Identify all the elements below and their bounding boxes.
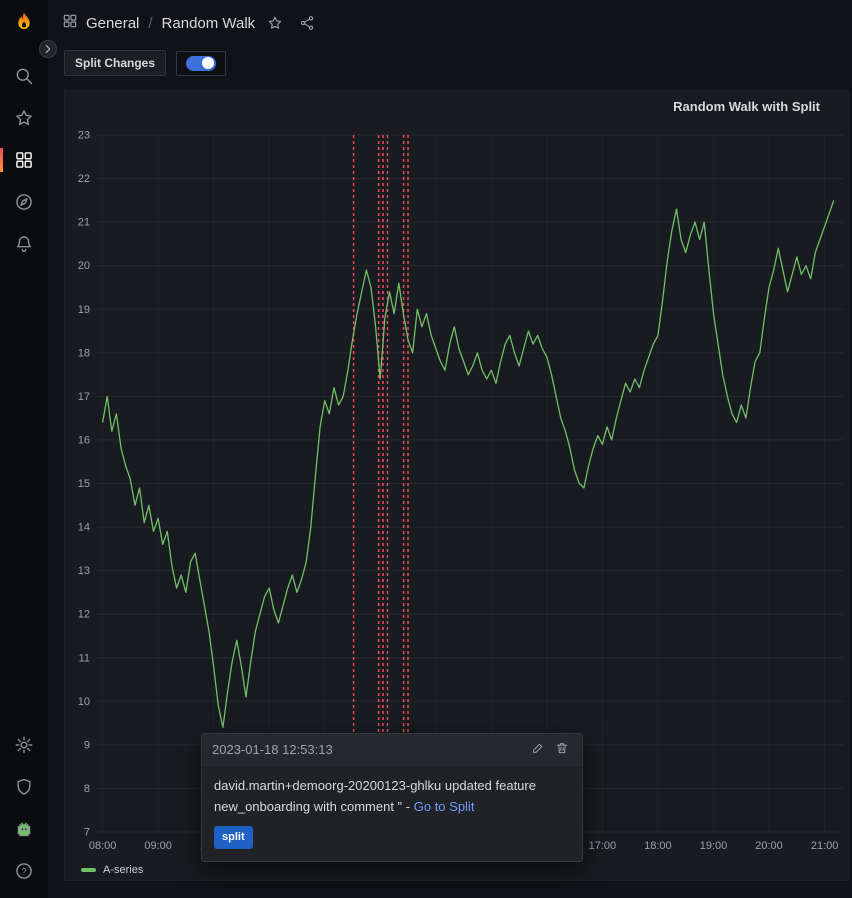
svg-text:23: 23 (78, 130, 90, 142)
annotation-tags: split (214, 825, 570, 850)
breadcrumb-folder[interactable]: General (86, 14, 140, 32)
panel-title[interactable]: Random Walk with Split (673, 99, 820, 114)
svg-text:8: 8 (84, 783, 90, 795)
sidebar: ? (0, 0, 57, 898)
annotation-tooltip: 2023-01-18 12:53:13 david.martin+demoorg… (201, 733, 583, 863)
svg-text:19: 19 (78, 304, 90, 316)
svg-text:12: 12 (78, 609, 90, 621)
dashboard-grid-icon (62, 13, 78, 34)
compass-icon (16, 194, 32, 210)
sidebar-item-configuration[interactable] (0, 726, 48, 764)
legend-swatch (81, 868, 96, 872)
svg-text:22: 22 (78, 173, 90, 185)
svg-text:18:00: 18:00 (644, 840, 672, 852)
green-monster-icon (17, 822, 31, 837)
breadcrumb-dashboard[interactable]: Random Walk (161, 14, 256, 32)
svg-text:11: 11 (79, 652, 90, 664)
svg-text:16: 16 (78, 434, 90, 446)
top-navbar: General / Random Walk (48, 0, 852, 46)
sidebar-item-starred[interactable] (0, 99, 48, 137)
svg-text:08:00: 08:00 (89, 840, 117, 852)
toggle-knob (202, 57, 215, 69)
go-to-split-link[interactable]: Go to Split (413, 798, 475, 814)
svg-text:17:00: 17:00 (589, 840, 617, 852)
sidebar-expand-button[interactable] (39, 40, 57, 58)
trash-icon (556, 743, 568, 754)
sidebar-bottom-nav: ? (0, 722, 48, 890)
chart-area[interactable]: 7 8 9 10 11 12 13 14 15 16 17 18 19 20 21 22 23 08:00 09:0… (71, 119, 846, 858)
svg-text:15: 15 (78, 478, 90, 490)
panel-random-walk-with-split: Random Walk with Split 7 8 9 10 11 12 13 14 15 16… (64, 90, 849, 881)
split-changes-button[interactable]: Split Changes (64, 50, 167, 76)
svg-text:20: 20 (78, 260, 90, 272)
dashboards-grid-icon (16, 152, 32, 168)
svg-text:21:00: 21:00 (811, 840, 839, 852)
sidebar-item-alerting[interactable] (0, 225, 48, 263)
search-icon (16, 68, 33, 85)
annotation-tooltip-header: 2023-01-18 12:53:13 (202, 734, 582, 766)
svg-text:10: 10 (78, 696, 90, 708)
split-changes-toggle[interactable] (176, 50, 227, 76)
breadcrumb-separator: / (148, 14, 153, 32)
share-icon (301, 16, 314, 30)
legend: A-series (81, 864, 143, 876)
main-area: General / Random Walk Split Changes Rand… (48, 0, 852, 898)
svg-text:14: 14 (78, 522, 90, 534)
svg-text:7: 7 (84, 827, 90, 839)
help-circle-icon: ? (16, 863, 32, 879)
timeseries-svg: 7 8 9 10 11 12 13 14 15 16 17 18 19 20 21 22 23 08:00 09:0… (78, 130, 844, 852)
annotation-tag-split[interactable]: split (214, 825, 253, 850)
share-dashboard-button[interactable] (295, 13, 319, 33)
sidebar-item-plugin-avatar[interactable] (0, 810, 48, 848)
annotation-text: david.martin+demoorg-20200123-ghlku upda… (214, 778, 536, 814)
svg-text:19:00: 19:00 (700, 840, 728, 852)
pencil-icon (533, 743, 543, 753)
shield-icon (17, 778, 31, 795)
svg-text:17: 17 (78, 391, 90, 403)
star-dashboard-button[interactable] (263, 13, 287, 33)
sidebar-nav (0, 53, 48, 263)
legend-label[interactable]: A-series (103, 864, 144, 876)
annotation-time: 2023-01-18 12:53:13 (212, 742, 333, 757)
grafana-logo[interactable] (9, 9, 39, 39)
edit-annotation-button[interactable] (528, 741, 548, 758)
star-icon (16, 110, 32, 126)
chevron-right-icon (45, 45, 51, 53)
sidebar-item-dashboards[interactable] (0, 141, 48, 179)
svg-text:20:00: 20:00 (755, 840, 783, 852)
svg-text:18: 18 (78, 347, 90, 359)
sidebar-item-search[interactable] (0, 57, 48, 95)
annotation-tooltip-body: david.martin+demoorg-20200123-ghlku upda… (202, 766, 582, 861)
gear-icon (15, 736, 33, 754)
svg-text:9: 9 (84, 739, 90, 751)
svg-text:09:00: 09:00 (144, 840, 172, 852)
toggle-switch[interactable] (186, 55, 217, 71)
bell-icon (17, 236, 31, 252)
grid-and-axes: 7 8 9 10 11 12 13 14 15 16 17 18 19 20 21 22 23 08:00 09:0… (78, 130, 844, 852)
sidebar-item-help[interactable]: ? (0, 852, 48, 890)
svg-text:21: 21 (78, 217, 90, 229)
sidebar-item-server-admin[interactable] (0, 768, 48, 806)
sidebar-item-explore[interactable] (0, 183, 48, 221)
series-line-a-series (101, 200, 835, 729)
submenu-bar: Split Changes (48, 46, 852, 80)
star-outline-icon (268, 16, 282, 29)
delete-annotation-button[interactable] (552, 741, 572, 758)
annotation-lines[interactable] (349, 135, 412, 838)
svg-text:?: ? (21, 866, 26, 876)
svg-text:13: 13 (78, 565, 90, 577)
grafana-flame-icon (18, 12, 30, 30)
